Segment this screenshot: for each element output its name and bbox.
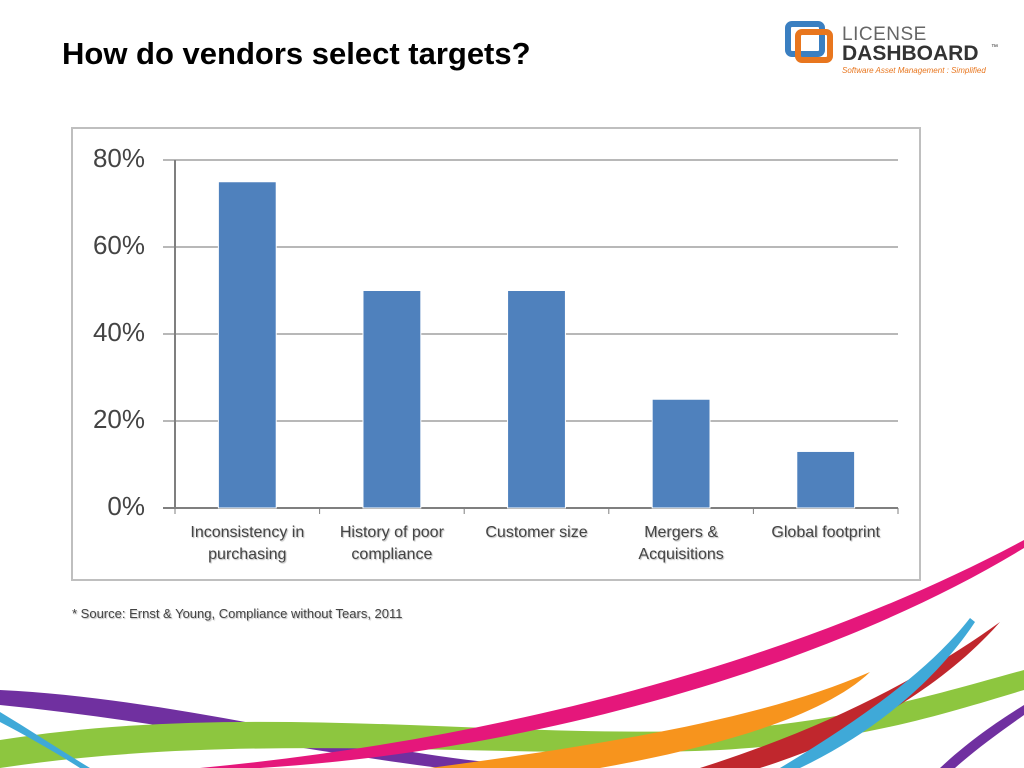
logo-icon — [795, 29, 833, 63]
x-tick-label: Inconsistency in purchasing — [190, 524, 305, 563]
swoosh — [0, 712, 90, 768]
footnote: * Source: Ernst & Young, Compliance with… — [72, 606, 403, 621]
slide-title: How do vendors select targets? — [62, 36, 531, 71]
swoosh — [430, 672, 870, 768]
logo-text: DASHBOARD — [842, 42, 979, 65]
chart-frame — [71, 127, 921, 581]
y-tick-label: 20% — [93, 404, 145, 434]
bar — [217, 181, 277, 509]
bar — [796, 450, 856, 509]
y-tick-label: 80% — [93, 143, 145, 173]
logo-icon — [785, 21, 825, 57]
logo-tagline: Software Asset Management : Simplified — [842, 66, 986, 75]
logo-text: ™ — [991, 44, 998, 51]
swoosh — [0, 670, 1024, 768]
swoosh — [940, 705, 1024, 768]
bar — [507, 290, 566, 509]
y-tick-label: 60% — [93, 230, 145, 260]
x-tick-label: History of poor compliance — [339, 524, 444, 563]
x-tick-label: Customer size — [485, 524, 588, 541]
bar — [651, 398, 711, 509]
x-tick-label: Mergers & Acquisitions — [638, 524, 724, 563]
x-tick-label: Global footprint — [771, 524, 880, 541]
y-tick-label: 40% — [93, 317, 145, 347]
bar — [362, 290, 422, 509]
y-tick-label: 0% — [107, 491, 145, 521]
logo-text: LICENSE — [842, 24, 927, 45]
